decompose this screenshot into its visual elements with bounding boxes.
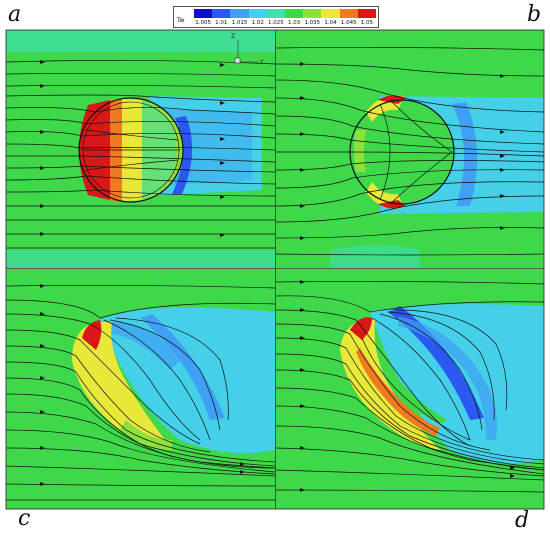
legend-swatch xyxy=(321,9,340,18)
panel-label-d: d xyxy=(515,508,530,533)
panel-label-c: c xyxy=(18,506,31,531)
legend-swatch xyxy=(248,9,267,18)
panel-a-contours xyxy=(6,30,275,268)
axis-indicator-icon xyxy=(234,40,258,64)
legend-swatch xyxy=(285,9,304,18)
axis-indicator-vertical-label: Z xyxy=(231,33,236,40)
legend-tick-label: 1.04 xyxy=(324,20,337,26)
legend-ticks: 1.005 1.01 1.015 1.02 1.025 1.03 1.035 1.04 1.04… xyxy=(194,19,376,27)
legend-variable-label: Tw xyxy=(177,17,185,24)
panel-label-a: a xyxy=(8,2,22,27)
legend-tick-label: 1.035 xyxy=(304,20,321,26)
legend-tick-label: 1.03 xyxy=(287,20,301,26)
legend-swatch xyxy=(212,9,231,18)
panel-label-b: b xyxy=(527,2,542,27)
panel-c-contours xyxy=(6,284,275,501)
legend-swatch xyxy=(357,9,377,18)
legend-swatch xyxy=(339,9,358,18)
legend-swatch xyxy=(266,9,286,18)
legend-tick-label: 1.025 xyxy=(268,20,284,26)
legend-swatches xyxy=(194,9,377,18)
legend-tick-label: 1.05 xyxy=(360,20,374,26)
legend-swatch xyxy=(303,9,322,18)
panel-d-contours xyxy=(276,280,544,493)
axis-indicator-horizontal-label: Y xyxy=(260,59,264,66)
legend-tick-label: 1.015 xyxy=(231,20,248,26)
legend-tick-label: 1.005 xyxy=(195,20,211,26)
legend-tick-label: 1.045 xyxy=(340,20,357,26)
legend-tick-label: 1.01 xyxy=(215,20,228,26)
legend-tick-label: 1.02 xyxy=(251,20,264,26)
legend-swatch xyxy=(194,9,213,18)
color-legend: Tw 1.005 1.01 1.015 1.02 1.025 1.03 1.035 1.04 1… xyxy=(173,6,379,28)
legend-swatch xyxy=(230,9,249,18)
panel-b-contours xyxy=(276,46,544,268)
panel-frames xyxy=(5,29,545,510)
